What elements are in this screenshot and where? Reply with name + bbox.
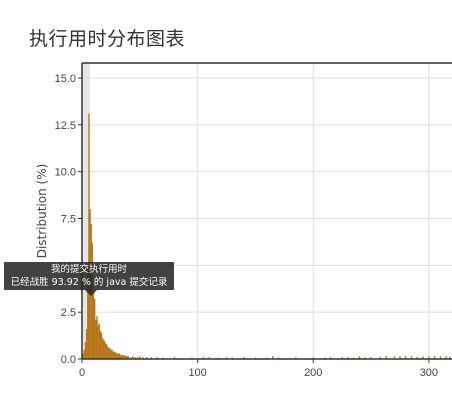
bar [102,338,103,359]
y-tick-label: 10.0 [55,167,76,179]
bar [93,292,94,359]
bar [108,348,109,359]
bar [104,342,105,359]
bar [99,323,100,359]
y-tick-label: 15.0 [55,73,76,85]
bar [115,352,116,359]
bar [109,348,110,359]
y-tick-label: 2.5 [61,307,76,319]
y-tick-label: 0.0 [61,354,76,366]
submission-tooltip: 我的提交执行用时 已经战胜 93.92 % 的 java 提交记录 [4,262,174,290]
bar [86,329,87,359]
bars [82,114,450,359]
bar [94,299,95,359]
bar [110,350,111,359]
bar [85,342,86,359]
bar [117,353,118,359]
bar [88,114,89,359]
tooltip-line-2: 已经战胜 93.92 % 的 java 提交记录 [4,276,174,289]
bar [96,316,97,359]
bar [98,325,99,359]
tooltip-line-1: 我的提交执行用时 [4,263,174,276]
y-tick-label: 7.5 [61,213,76,225]
bar [106,344,107,359]
bar [114,352,115,359]
x-tick-label: 0 [79,367,85,379]
bar [95,320,96,359]
x-tick-label: 200 [304,367,322,379]
x-tick-labels: 0 100 200 300 [79,359,438,379]
bar [118,353,119,359]
bar [100,331,101,359]
bar [84,350,85,359]
bar [92,243,93,359]
bar [103,340,104,359]
tooltip-arrow [85,290,97,296]
y-tick-labels: 0.02.55.07.510.012.515.0 [55,73,82,366]
x-tick-label: 300 [420,367,438,379]
bar [101,333,102,359]
y-axis-label: Distribution (%) [35,164,49,259]
axes [82,63,452,359]
x-tick-label: 100 [188,367,206,379]
bar [107,346,108,359]
bar [113,352,114,359]
grid-lines [82,63,452,359]
bar [111,350,112,359]
y-tick-label: 12.5 [55,120,76,132]
bar [116,353,117,359]
